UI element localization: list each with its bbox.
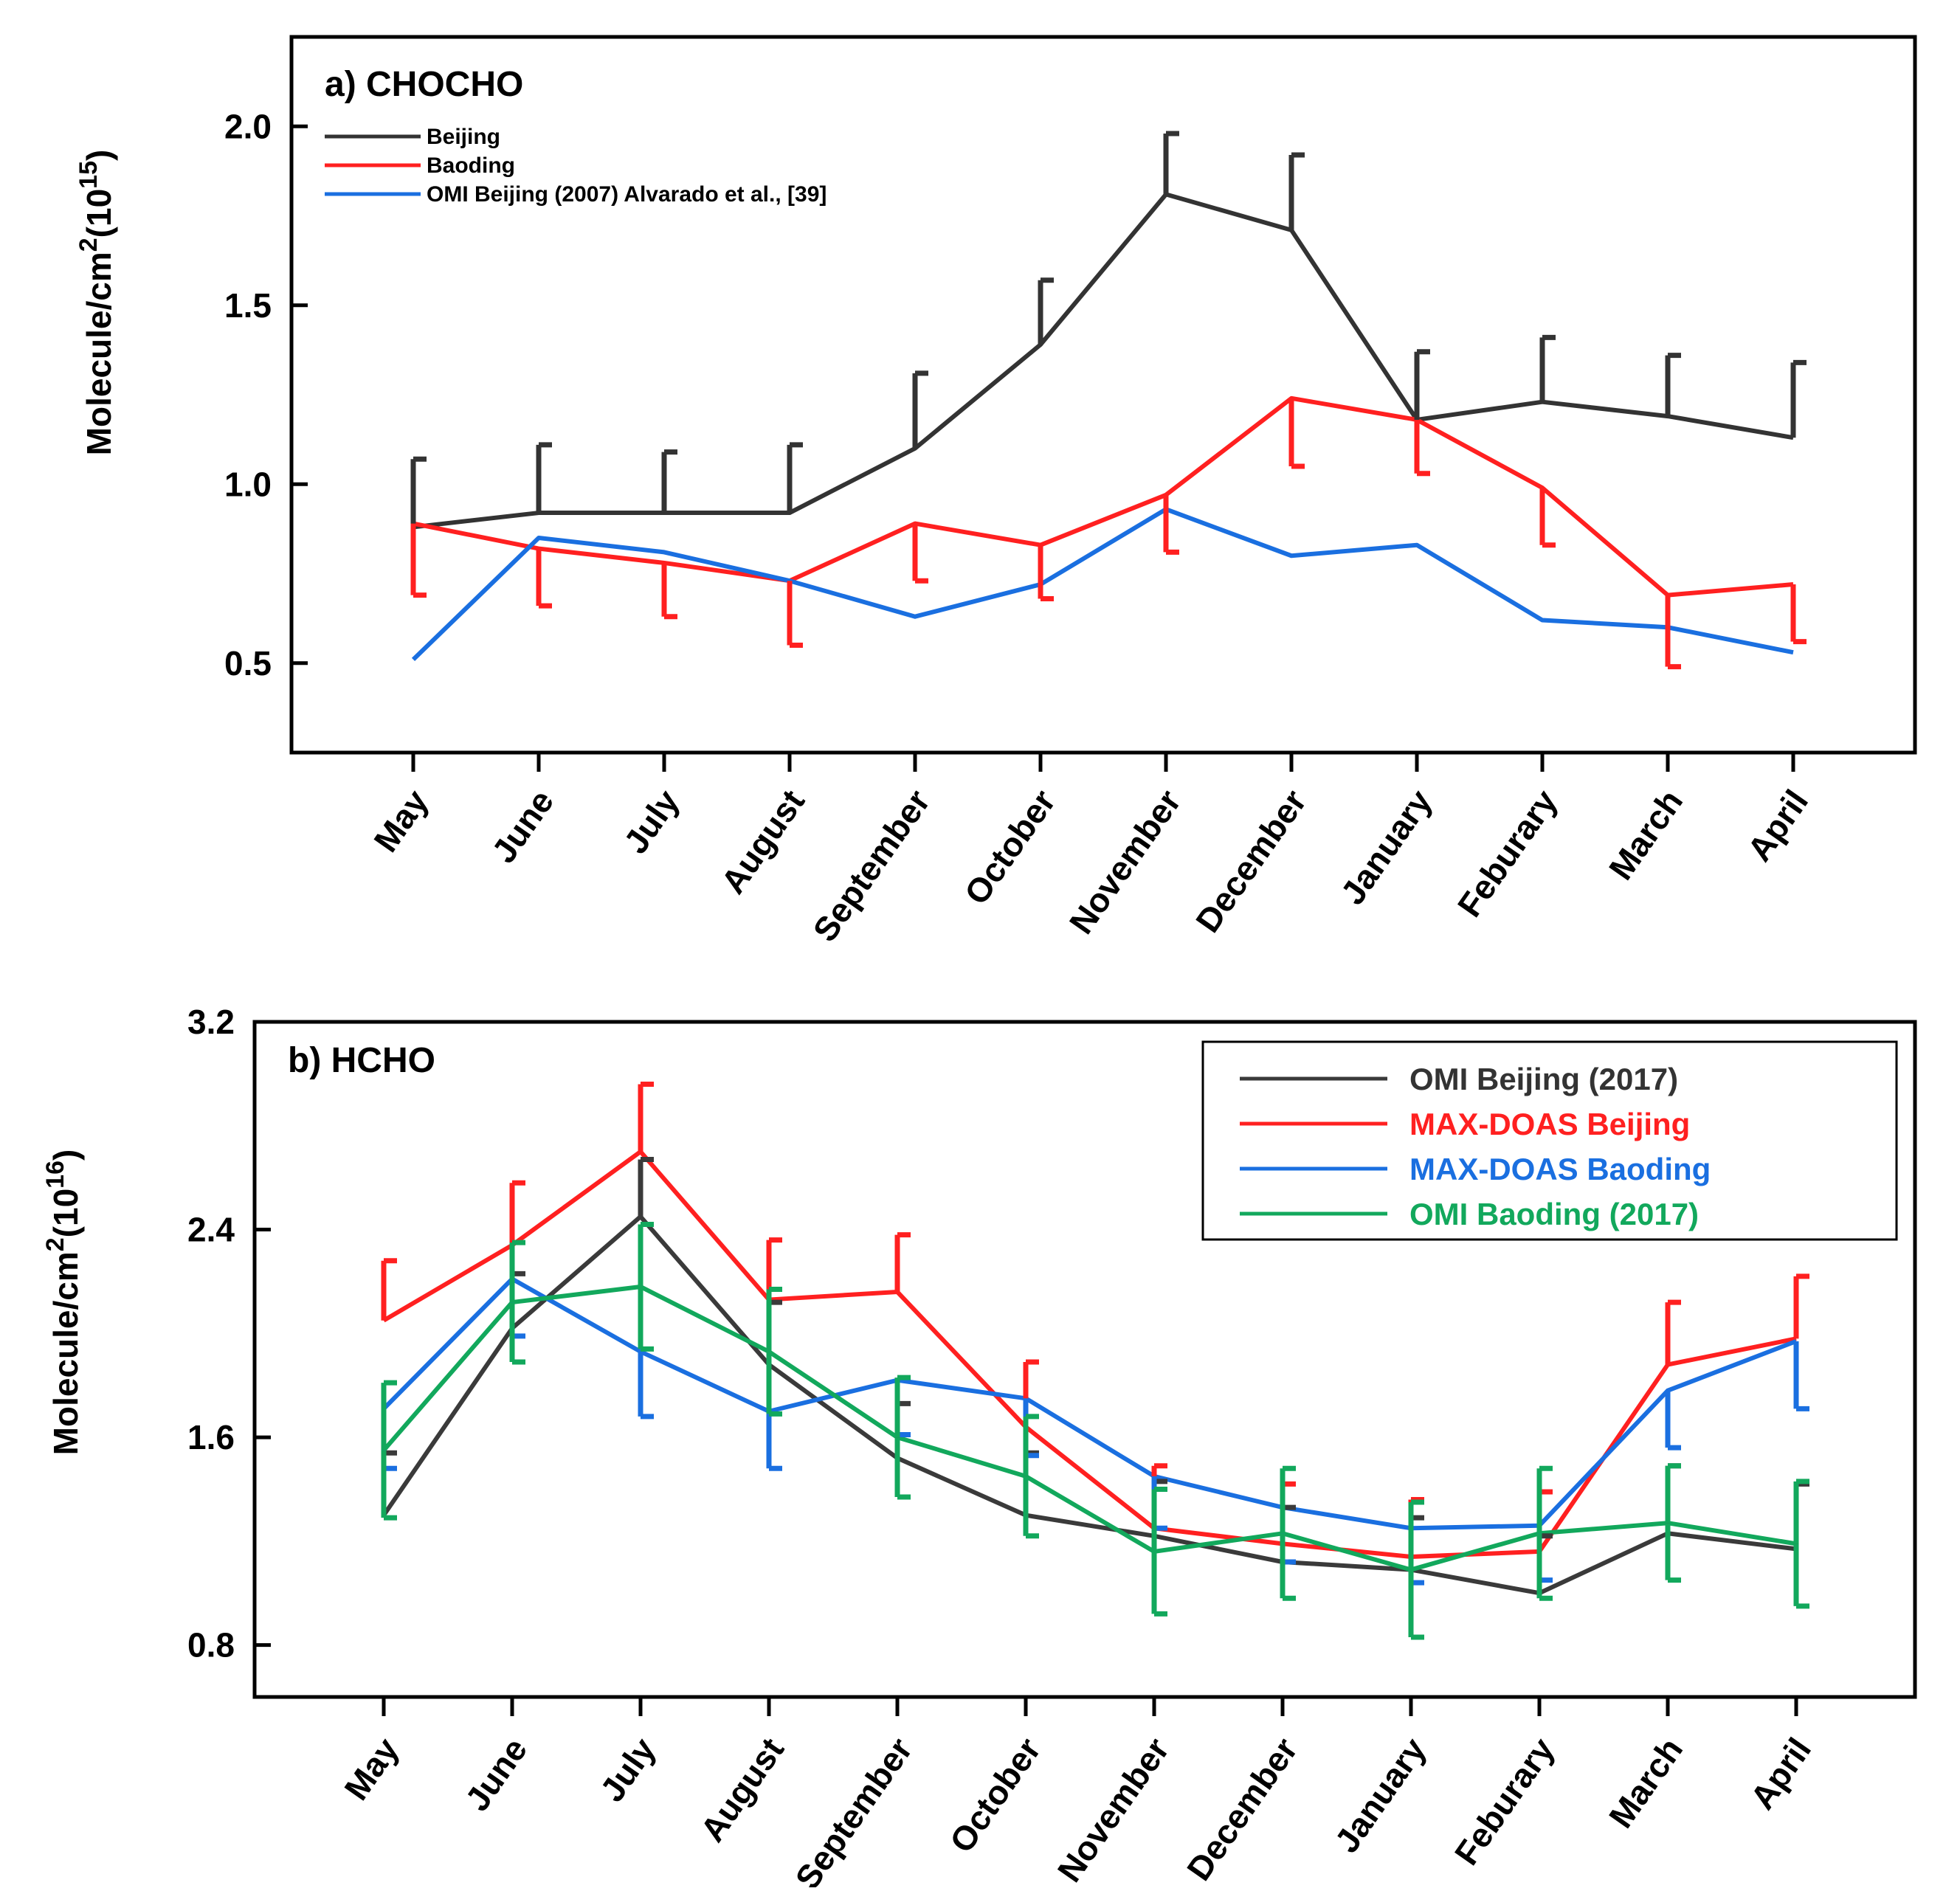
panel-title-a: a) CHOCHO bbox=[325, 65, 523, 104]
legend-label: OMI Beijing (2017) bbox=[1409, 1062, 1678, 1096]
x-tick-label: September bbox=[805, 783, 937, 949]
series-line bbox=[382, 1149, 1797, 1559]
x-tick-label: June bbox=[458, 1731, 534, 1818]
legend-label: OMI Beijing (2007) Alvarado et al., [39] bbox=[427, 182, 827, 207]
series-line bbox=[411, 507, 1794, 662]
x-tick-label: August bbox=[693, 1731, 791, 1849]
x-tick-label: January bbox=[1327, 1731, 1433, 1860]
series-line bbox=[413, 192, 1794, 530]
x-tick-label: July bbox=[616, 783, 687, 861]
plot-frame-a bbox=[289, 35, 1917, 755]
x-tick-label: April bbox=[1739, 783, 1815, 868]
x-tick-label: June bbox=[484, 783, 561, 870]
x-tick-label: October bbox=[956, 783, 1063, 911]
legend-label: Baoding bbox=[427, 153, 515, 178]
x-tick-label: May bbox=[337, 1731, 406, 1807]
x-tick-label: April bbox=[1742, 1731, 1818, 1816]
series-line bbox=[382, 1284, 1797, 1572]
x-tick-label: November bbox=[1050, 1731, 1177, 1887]
series-line bbox=[413, 395, 1794, 598]
x-tick-label: December bbox=[1179, 1731, 1305, 1887]
x-tick-label: October bbox=[942, 1731, 1048, 1859]
legend-box-b bbox=[1201, 1040, 1898, 1241]
y-tick-label: 3.2 bbox=[187, 1003, 235, 1041]
panel-b: b) HCHO Molecule/cm2(1016) OMI Beijing (… bbox=[41, 1003, 1917, 1891]
x-tick-label: September bbox=[787, 1731, 919, 1887]
x-tick-label: November bbox=[1062, 783, 1189, 941]
panel-title-b: b) HCHO bbox=[288, 1041, 435, 1080]
legend-b: OMI Beijing (2017) MAX-DOAS Beijing MAX-DO… bbox=[1240, 1062, 1711, 1231]
legend-label: Beijing bbox=[427, 125, 500, 149]
y-tick-label: 1.6 bbox=[187, 1418, 235, 1456]
x-tick-label: January bbox=[1333, 783, 1439, 912]
x-tick-label: December bbox=[1188, 783, 1314, 939]
y-tick-label: 0.5 bbox=[224, 644, 272, 682]
x-tick-label: July bbox=[593, 1731, 663, 1809]
panel-a: a) CHOCHO Molecule/cm2(1015) Beijing Baod… bbox=[75, 35, 1917, 949]
y-axis-label-b: Molecule/cm2(1016) bbox=[41, 1150, 85, 1456]
y-tick-label: 1.5 bbox=[224, 286, 272, 325]
legend-a: Beijing Baoding OMI Beijing (2007) Alvarad… bbox=[325, 125, 827, 207]
plot-frame-b bbox=[252, 1020, 1917, 1699]
x-tick-label: March bbox=[1601, 783, 1690, 887]
legend-label: OMI Baoding (2017) bbox=[1409, 1197, 1699, 1231]
x-tick-label: May bbox=[366, 783, 435, 859]
y-tick-label: 2.4 bbox=[187, 1211, 235, 1249]
series-line bbox=[382, 1214, 1797, 1596]
x-tick-label: Feburary bbox=[1447, 1731, 1562, 1872]
x-tick-label: August bbox=[714, 783, 812, 901]
x-tick-label: March bbox=[1601, 1731, 1690, 1835]
legend-label: MAX-DOAS Baoding bbox=[1409, 1152, 1711, 1186]
y-tick-label: 0.8 bbox=[187, 1626, 235, 1664]
y-axis-label-a: Molecule/cm2(1015) bbox=[75, 150, 118, 456]
legend-label: MAX-DOAS Beijing bbox=[1409, 1107, 1690, 1141]
series-line bbox=[382, 1276, 1798, 1531]
x-tick-label: Feburary bbox=[1450, 783, 1565, 924]
y-tick-label: 2.0 bbox=[224, 107, 272, 145]
y-tick-label: 1.0 bbox=[224, 465, 272, 503]
